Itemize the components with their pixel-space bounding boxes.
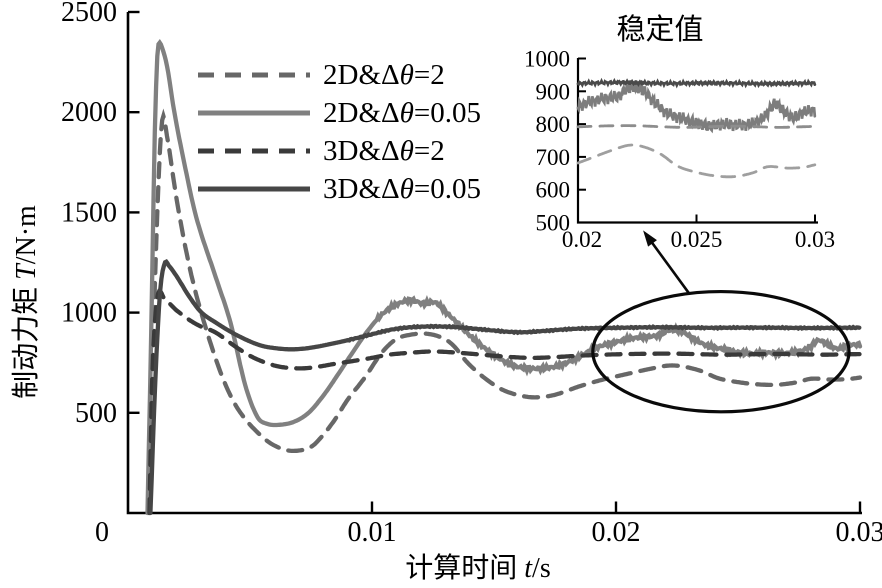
series-line-2	[147, 288, 862, 516]
inset-y-tick-label: 1000	[524, 47, 570, 72]
x-axis-variable: t	[524, 553, 533, 584]
series-line-0	[146, 108, 863, 516]
y-tick-label: 1500	[61, 197, 117, 228]
legend-line-sample	[198, 186, 310, 192]
legend-item-1: 2D&Δθ=0.05	[198, 94, 481, 132]
y-tick-label: 1000	[61, 298, 117, 329]
legend-label: 2D&Δθ=2	[323, 58, 445, 91]
legend-item-2: 3D&Δθ=2	[198, 132, 481, 170]
legend: 2D&Δθ=2 2D&Δθ=0.05 3D&Δθ=2 3D&Δθ=0.05	[198, 56, 481, 208]
x-tick-label: 0.01	[348, 517, 397, 548]
inset-title: 稳定值	[616, 14, 704, 46]
y-axis-variable: T	[11, 264, 42, 280]
inset-series-line-3	[576, 77, 817, 89]
inset-series-line-1	[576, 79, 817, 134]
legend-line-sample	[198, 110, 310, 116]
inset-arrow-head	[643, 230, 657, 247]
inset-y-tick-label: 700	[536, 145, 571, 170]
inset-series-line-0	[576, 143, 817, 179]
legend-line-sample	[198, 148, 310, 154]
y-axis-title-text: 制动力矩	[11, 279, 42, 399]
legend-label: 2D&Δθ=0.05	[323, 96, 482, 129]
y-tick-label: 500	[75, 398, 117, 429]
inset-y-tick-label: 500	[536, 211, 571, 236]
main-axes	[126, 12, 862, 515]
inset-y-tick-label: 600	[536, 178, 571, 203]
inset-x-tick-label: 0.025	[671, 227, 723, 252]
inset-y-tick-label: 900	[536, 79, 571, 104]
x-axis-title-text: 计算时间	[405, 553, 525, 584]
x-tick-label: 0.03	[836, 517, 882, 548]
series-line-3	[148, 258, 862, 516]
inset-y-tick-label: 800	[536, 112, 571, 137]
y-tick-label: 2000	[61, 97, 117, 128]
inset-arrow-line	[649, 239, 691, 295]
legend-line-sample	[198, 72, 310, 78]
highlight-ellipse	[591, 289, 851, 414]
y-tick-label: 2500	[61, 0, 117, 28]
x-tick-label: 0	[95, 517, 109, 548]
y-axis-title: 制动力矩 T/N·m	[4, 142, 44, 462]
inset-x-tick-label: 0.02	[562, 227, 602, 252]
legend-label: 3D&Δθ=0.05	[323, 172, 482, 205]
inset-series-line-2	[576, 124, 817, 129]
legend-label: 3D&Δθ=2	[323, 134, 445, 167]
legend-item-3: 3D&Δθ=0.05	[198, 170, 481, 208]
x-tick-label: 0.02	[592, 517, 641, 548]
y-axis-unit: /N·m	[11, 205, 42, 265]
inset-x-tick-label: 0.03	[795, 227, 835, 252]
x-axis-unit: /s	[532, 553, 551, 584]
legend-item-0: 2D&Δθ=2	[198, 56, 481, 94]
x-axis-title: 计算时间 t/s	[378, 546, 578, 584]
